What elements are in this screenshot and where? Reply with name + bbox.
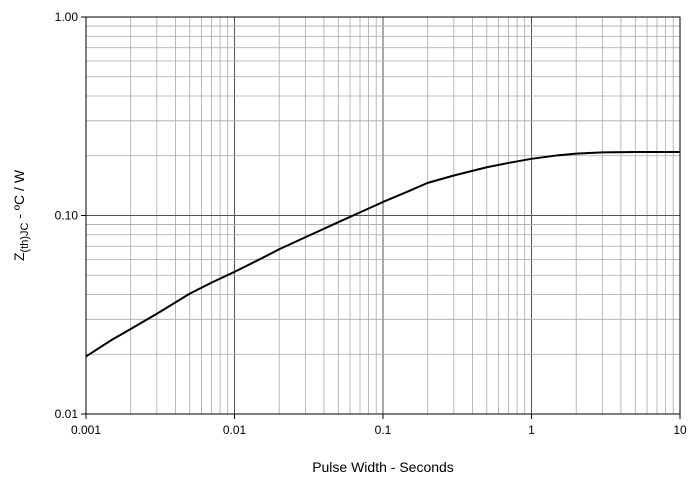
y-axis-label-unit: - ºC / W [11, 169, 27, 222]
y-axis-label-main: Z [11, 252, 27, 261]
y-tick-label: 0.10 [55, 209, 79, 223]
x-tick-label: 10 [673, 423, 687, 437]
x-tick-label: 1 [528, 423, 535, 437]
y-axis-label-subscript: (th)JC [19, 222, 31, 252]
x-tick-label: 0.001 [71, 423, 101, 437]
y-tick-label: 0.01 [55, 407, 79, 421]
y-axis-ticks: 0.01 0.10 1.00 [55, 10, 86, 421]
x-axis-ticks: 0.001 0.01 0.1 1 10 [71, 414, 687, 437]
grid [85, 17, 680, 415]
x-axis-label: Pulse Width - Seconds [312, 459, 454, 475]
y-tick-label: 1.00 [55, 10, 79, 24]
y-axis-label: Z(th)JC - ºC / W [11, 169, 31, 261]
chart-marks [85, 150, 680, 358]
series-line-1 [85, 150, 680, 358]
x-tick-label: 0.1 [375, 423, 392, 437]
x-tick-label: 0.01 [223, 423, 247, 437]
